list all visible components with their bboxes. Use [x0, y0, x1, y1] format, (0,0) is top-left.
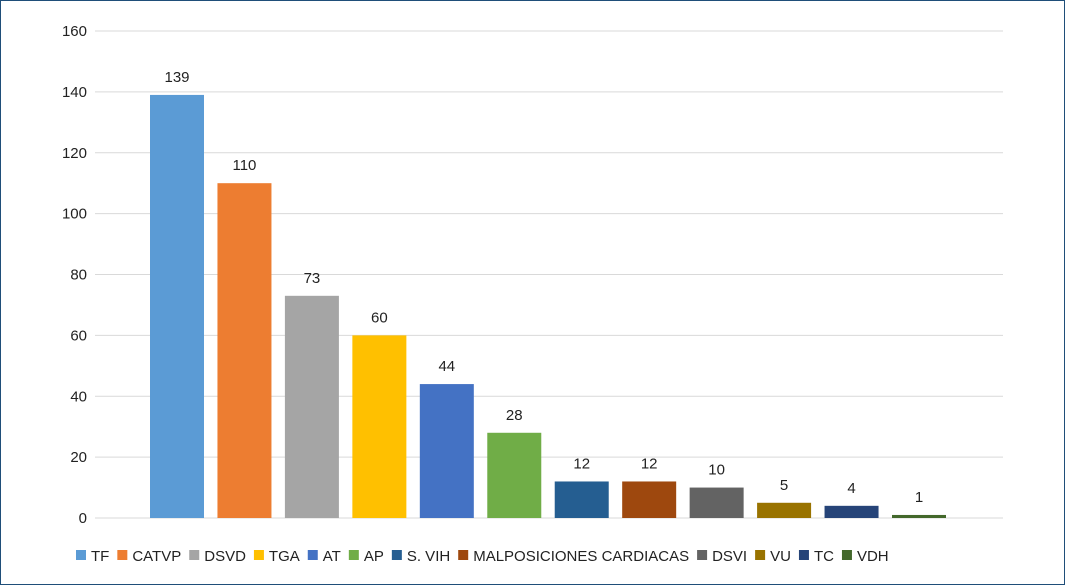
bar-tga: [352, 335, 407, 518]
y-tick-label: 80: [70, 267, 87, 284]
bar-ap: [487, 432, 542, 518]
data-label: 139: [164, 69, 189, 86]
legend-label: DSVI: [712, 548, 747, 565]
legend-swatch: [117, 550, 128, 560]
bar-s-vih: [554, 481, 609, 518]
data-label: 73: [304, 270, 321, 287]
bar-catvp: [217, 183, 272, 518]
legend-swatch: [697, 550, 708, 560]
y-tick-label: 40: [70, 388, 87, 405]
bar-dsvi: [689, 487, 744, 518]
y-tick-label: 140: [62, 84, 87, 101]
legend-swatch: [841, 550, 852, 560]
bar-dsvd: [284, 295, 339, 518]
data-label: 28: [506, 407, 523, 424]
legend-label: MALPOSICIONES CARDIACAS: [473, 548, 689, 565]
legend-swatch: [348, 550, 359, 560]
bars: [150, 94, 946, 518]
legend-swatch: [391, 550, 402, 560]
y-tick-label: 20: [70, 449, 87, 466]
legend-label: TC: [814, 548, 834, 565]
data-label: 4: [847, 480, 855, 497]
bar-tc: [824, 505, 879, 518]
bar-tf: [150, 94, 204, 518]
legend-swatch: [798, 550, 809, 560]
data-label: 110: [232, 157, 256, 174]
legend-swatch: [189, 550, 200, 560]
legend-label: CATVP: [132, 548, 181, 565]
bar-vdh: [892, 514, 946, 518]
data-label: 60: [371, 309, 388, 326]
legend-swatch: [253, 550, 264, 560]
bar-vu: [757, 502, 812, 518]
legend-swatch: [755, 550, 766, 560]
y-tick-label: 160: [62, 23, 87, 40]
y-tick-label: 0: [79, 510, 87, 527]
y-tick-label: 60: [70, 327, 87, 344]
data-label: 5: [780, 477, 788, 494]
legend-label: DSVD: [204, 548, 246, 565]
legend: TF CATVP DSVD TGA AT AP S. VIH MALPOSICIONES CA…: [76, 548, 889, 565]
legend-label: VU: [770, 548, 791, 565]
data-label: 10: [708, 462, 725, 479]
legend-swatch: [458, 550, 469, 560]
bar-malposiciones-cardiacas: [622, 481, 677, 518]
legend-swatch: [307, 550, 318, 560]
bar-at: [419, 384, 474, 518]
data-label: 12: [641, 455, 658, 472]
legend-label: TF: [91, 548, 109, 565]
data-label: 1: [915, 489, 923, 506]
legend-label: AP: [364, 548, 384, 565]
legend-label: AT: [323, 548, 341, 565]
y-tick-label: 120: [62, 145, 87, 162]
legend-swatch: [76, 550, 86, 560]
data-label: 12: [573, 455, 590, 472]
legend-label: S. VIH: [407, 548, 450, 565]
data-label: 44: [438, 358, 455, 375]
y-axis: 0 20 40 60 80 100 120 140 160: [62, 23, 87, 527]
data-labels: 139 110 73 60 44 28 12 12 10 5 4 1: [164, 69, 923, 506]
legend-label: TGA: [269, 548, 300, 565]
legend-label: VDH: [857, 548, 889, 565]
y-tick-label: 100: [62, 206, 87, 223]
